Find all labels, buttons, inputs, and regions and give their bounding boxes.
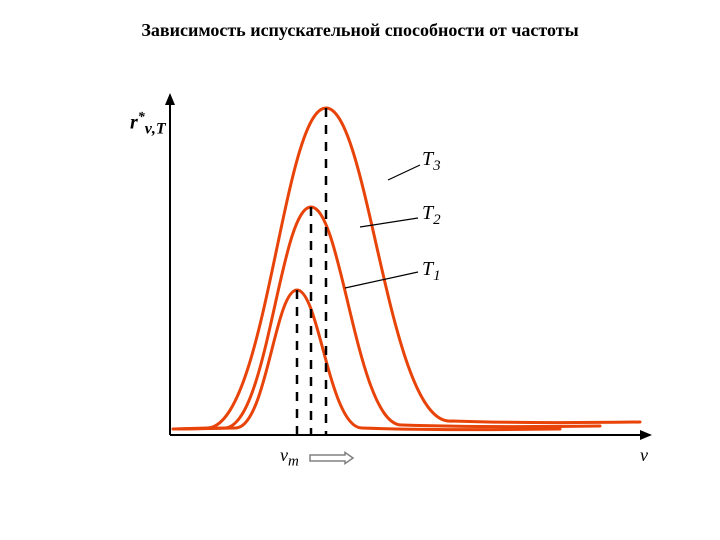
- x-axis-label: ν: [640, 445, 648, 466]
- curve-label-t2: T2: [422, 202, 441, 229]
- y-axis-label: r*ν,T: [130, 110, 166, 139]
- x-axis-peak-label: νm: [280, 445, 299, 471]
- curve-label-t3: T3: [422, 148, 441, 175]
- plot-area: [0, 0, 720, 540]
- curve-label-t1: T1: [422, 258, 441, 285]
- figure: Зависимость испускательной способности о…: [0, 0, 720, 540]
